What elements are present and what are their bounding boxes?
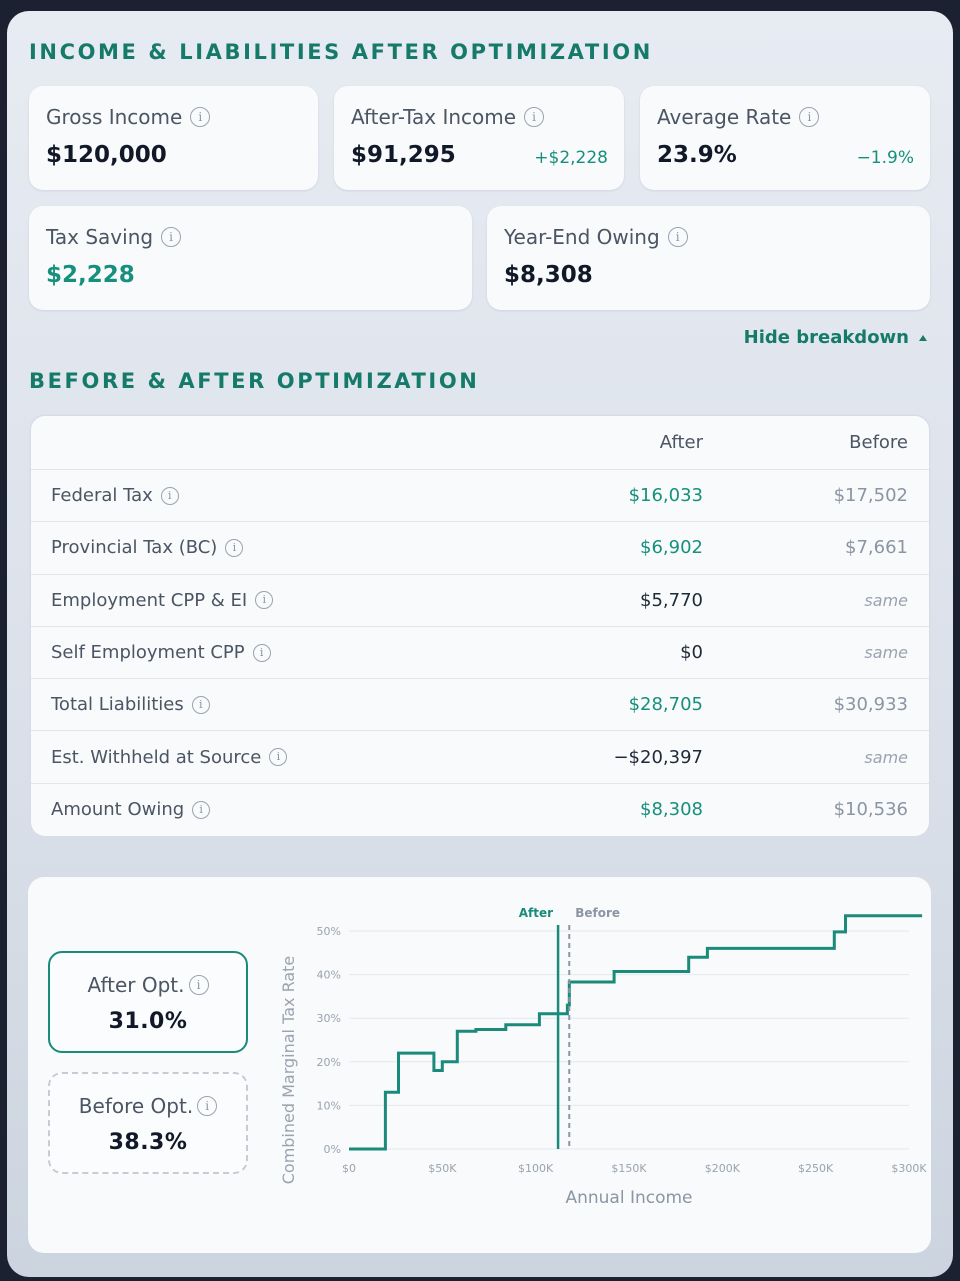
year-end-owing-label: Year-End Owing i: [504, 225, 688, 249]
row-after-value: $5,770: [640, 589, 703, 611]
marginal-rate-series-line: [349, 914, 923, 1151]
table-row: Total Liabilities i $28,705 $30,933: [31, 679, 929, 732]
marginal-rate-card: After Opt. i 31.0% Before Opt. i 38.3% 0…: [28, 877, 931, 1253]
row-label: Federal Tax i: [51, 485, 179, 506]
year-end-owing-card: Year-End Owing i $8,308: [487, 206, 930, 310]
tax-saving-value: $2,228: [46, 262, 135, 288]
gross-income-label: Gross Income i: [46, 105, 211, 129]
after-tax-income-delta: +$2,228: [534, 148, 608, 168]
x-tick-label: $100K: [518, 1162, 554, 1175]
row-after-value: −$20,397: [613, 746, 703, 768]
y-tick-label: 40%: [317, 969, 341, 982]
row-before-value: same: [864, 590, 908, 610]
y-tick-label: 0%: [324, 1143, 341, 1156]
x-tick-label: $250K: [798, 1162, 834, 1175]
table-row: Employment CPP & EI i $5,770 same: [31, 575, 929, 627]
x-tick-label: $0: [342, 1162, 356, 1175]
row-before-value: same: [864, 747, 908, 767]
info-icon[interactable]: i: [225, 538, 244, 557]
after-opt-rate-box: After Opt. i 31.0%: [48, 951, 248, 1053]
y-axis-label: Combined Marginal Tax Rate: [279, 956, 298, 1185]
row-before-value: $7,661: [845, 537, 908, 559]
average-rate-value: 23.9%: [657, 142, 737, 168]
info-icon[interactable]: i: [252, 643, 271, 662]
average-rate-card: Average Rate i 23.9% −1.9%: [640, 86, 930, 190]
info-icon[interactable]: i: [269, 748, 288, 767]
info-icon[interactable]: i: [524, 107, 545, 127]
x-tick-label: $150K: [611, 1162, 647, 1175]
breakdown-table: After Before Federal Tax i $16,033 $17,502 P…: [31, 416, 929, 836]
after-opt-label: After Opt. i: [50, 973, 246, 997]
y-tick-label: 50%: [317, 925, 341, 938]
gross-income-card: Gross Income i $120,000: [29, 86, 318, 190]
row-label: Amount Owing i: [51, 799, 211, 820]
row-before-value: $30,933: [833, 694, 908, 716]
row-label: Total Liabilities i: [51, 694, 210, 715]
info-icon[interactable]: i: [161, 227, 182, 247]
row-after-value: $0: [680, 642, 703, 664]
info-icon[interactable]: i: [197, 1096, 218, 1116]
row-after-value: $16,033: [628, 485, 703, 507]
info-icon[interactable]: i: [667, 227, 688, 247]
row-label: Est. Withheld at Source i: [51, 747, 288, 768]
table-row: Federal Tax i $16,033 $17,502: [31, 470, 929, 523]
table-row: Self Employment CPP i $0 same: [31, 627, 929, 680]
x-tick-label: $50K: [428, 1162, 457, 1175]
row-label: Employment CPP & EI i: [51, 590, 274, 611]
row-label: Self Employment CPP i: [51, 642, 271, 663]
info-icon[interactable]: i: [799, 107, 820, 127]
after-marker-label: After: [519, 906, 553, 920]
row-label: Provincial Tax (BC) i: [51, 537, 244, 558]
caret-up-icon: [919, 334, 927, 341]
y-tick-label: 10%: [317, 1099, 341, 1112]
row-after-value: $8,308: [640, 799, 703, 821]
summary-section-title: INCOME & LIABILITIES AFTER OPTIMIZATION: [29, 40, 653, 64]
table-row: Est. Withheld at Source i −$20,397 same: [31, 732, 929, 784]
info-icon[interactable]: i: [255, 591, 274, 610]
before-opt-value: 38.3%: [108, 1130, 188, 1155]
year-end-owing-value: $8,308: [504, 262, 593, 288]
info-icon[interactable]: i: [160, 486, 179, 505]
x-tick-label: $200K: [705, 1162, 741, 1175]
row-after-value: $28,705: [628, 694, 703, 716]
table-header: After Before: [31, 416, 929, 470]
info-icon[interactable]: i: [192, 800, 211, 819]
row-before-value: $10,536: [833, 799, 908, 821]
marginal-rate-chart: 0% 10% 20% 30% 40% 50% $0 $50K $100K $150K $200K $2…: [279, 906, 927, 1208]
before-marker-label: Before: [575, 906, 620, 920]
row-before-value: $17,502: [833, 485, 908, 507]
row-before-value: same: [864, 643, 908, 663]
before-opt-label: Before Opt. i: [50, 1094, 246, 1118]
info-icon[interactable]: i: [190, 107, 211, 127]
before-opt-rate-box: Before Opt. i 38.3%: [48, 1072, 248, 1174]
average-rate-label: Average Rate i: [657, 105, 820, 129]
table-row: Provincial Tax (BC) i $6,902 $7,661: [31, 522, 929, 575]
y-tick-label: 30%: [317, 1012, 341, 1025]
after-opt-value: 31.0%: [108, 1009, 188, 1034]
after-tax-income-label: After-Tax Income i: [351, 105, 545, 129]
row-after-value: $6,902: [640, 537, 703, 559]
table-row: Amount Owing i $8,308 $10,536: [31, 784, 929, 836]
x-axis-label: Annual Income: [565, 1188, 692, 1208]
info-icon[interactable]: i: [188, 975, 209, 995]
after-tax-income-value: $91,295: [351, 142, 456, 168]
column-header-before: Before: [849, 432, 908, 453]
y-tick-label: 20%: [317, 1056, 341, 1069]
after-tax-income-card: After-Tax Income i $91,295 +$2,228: [334, 86, 624, 190]
column-header-after: After: [659, 432, 703, 453]
tax-optimization-panel: INCOME & LIABILITIES AFTER OPTIMIZATION …: [7, 11, 953, 1277]
x-tick-label: $300K: [891, 1162, 927, 1175]
hide-breakdown-toggle[interactable]: Hide breakdown: [744, 327, 927, 348]
info-icon[interactable]: i: [191, 695, 210, 714]
average-rate-delta: −1.9%: [856, 148, 914, 168]
tax-saving-label: Tax Saving i: [46, 225, 182, 249]
tax-saving-card: Tax Saving i $2,228: [29, 206, 472, 310]
breakdown-section-title: BEFORE & AFTER OPTIMIZATION: [29, 369, 480, 393]
gross-income-value: $120,000: [46, 142, 167, 168]
